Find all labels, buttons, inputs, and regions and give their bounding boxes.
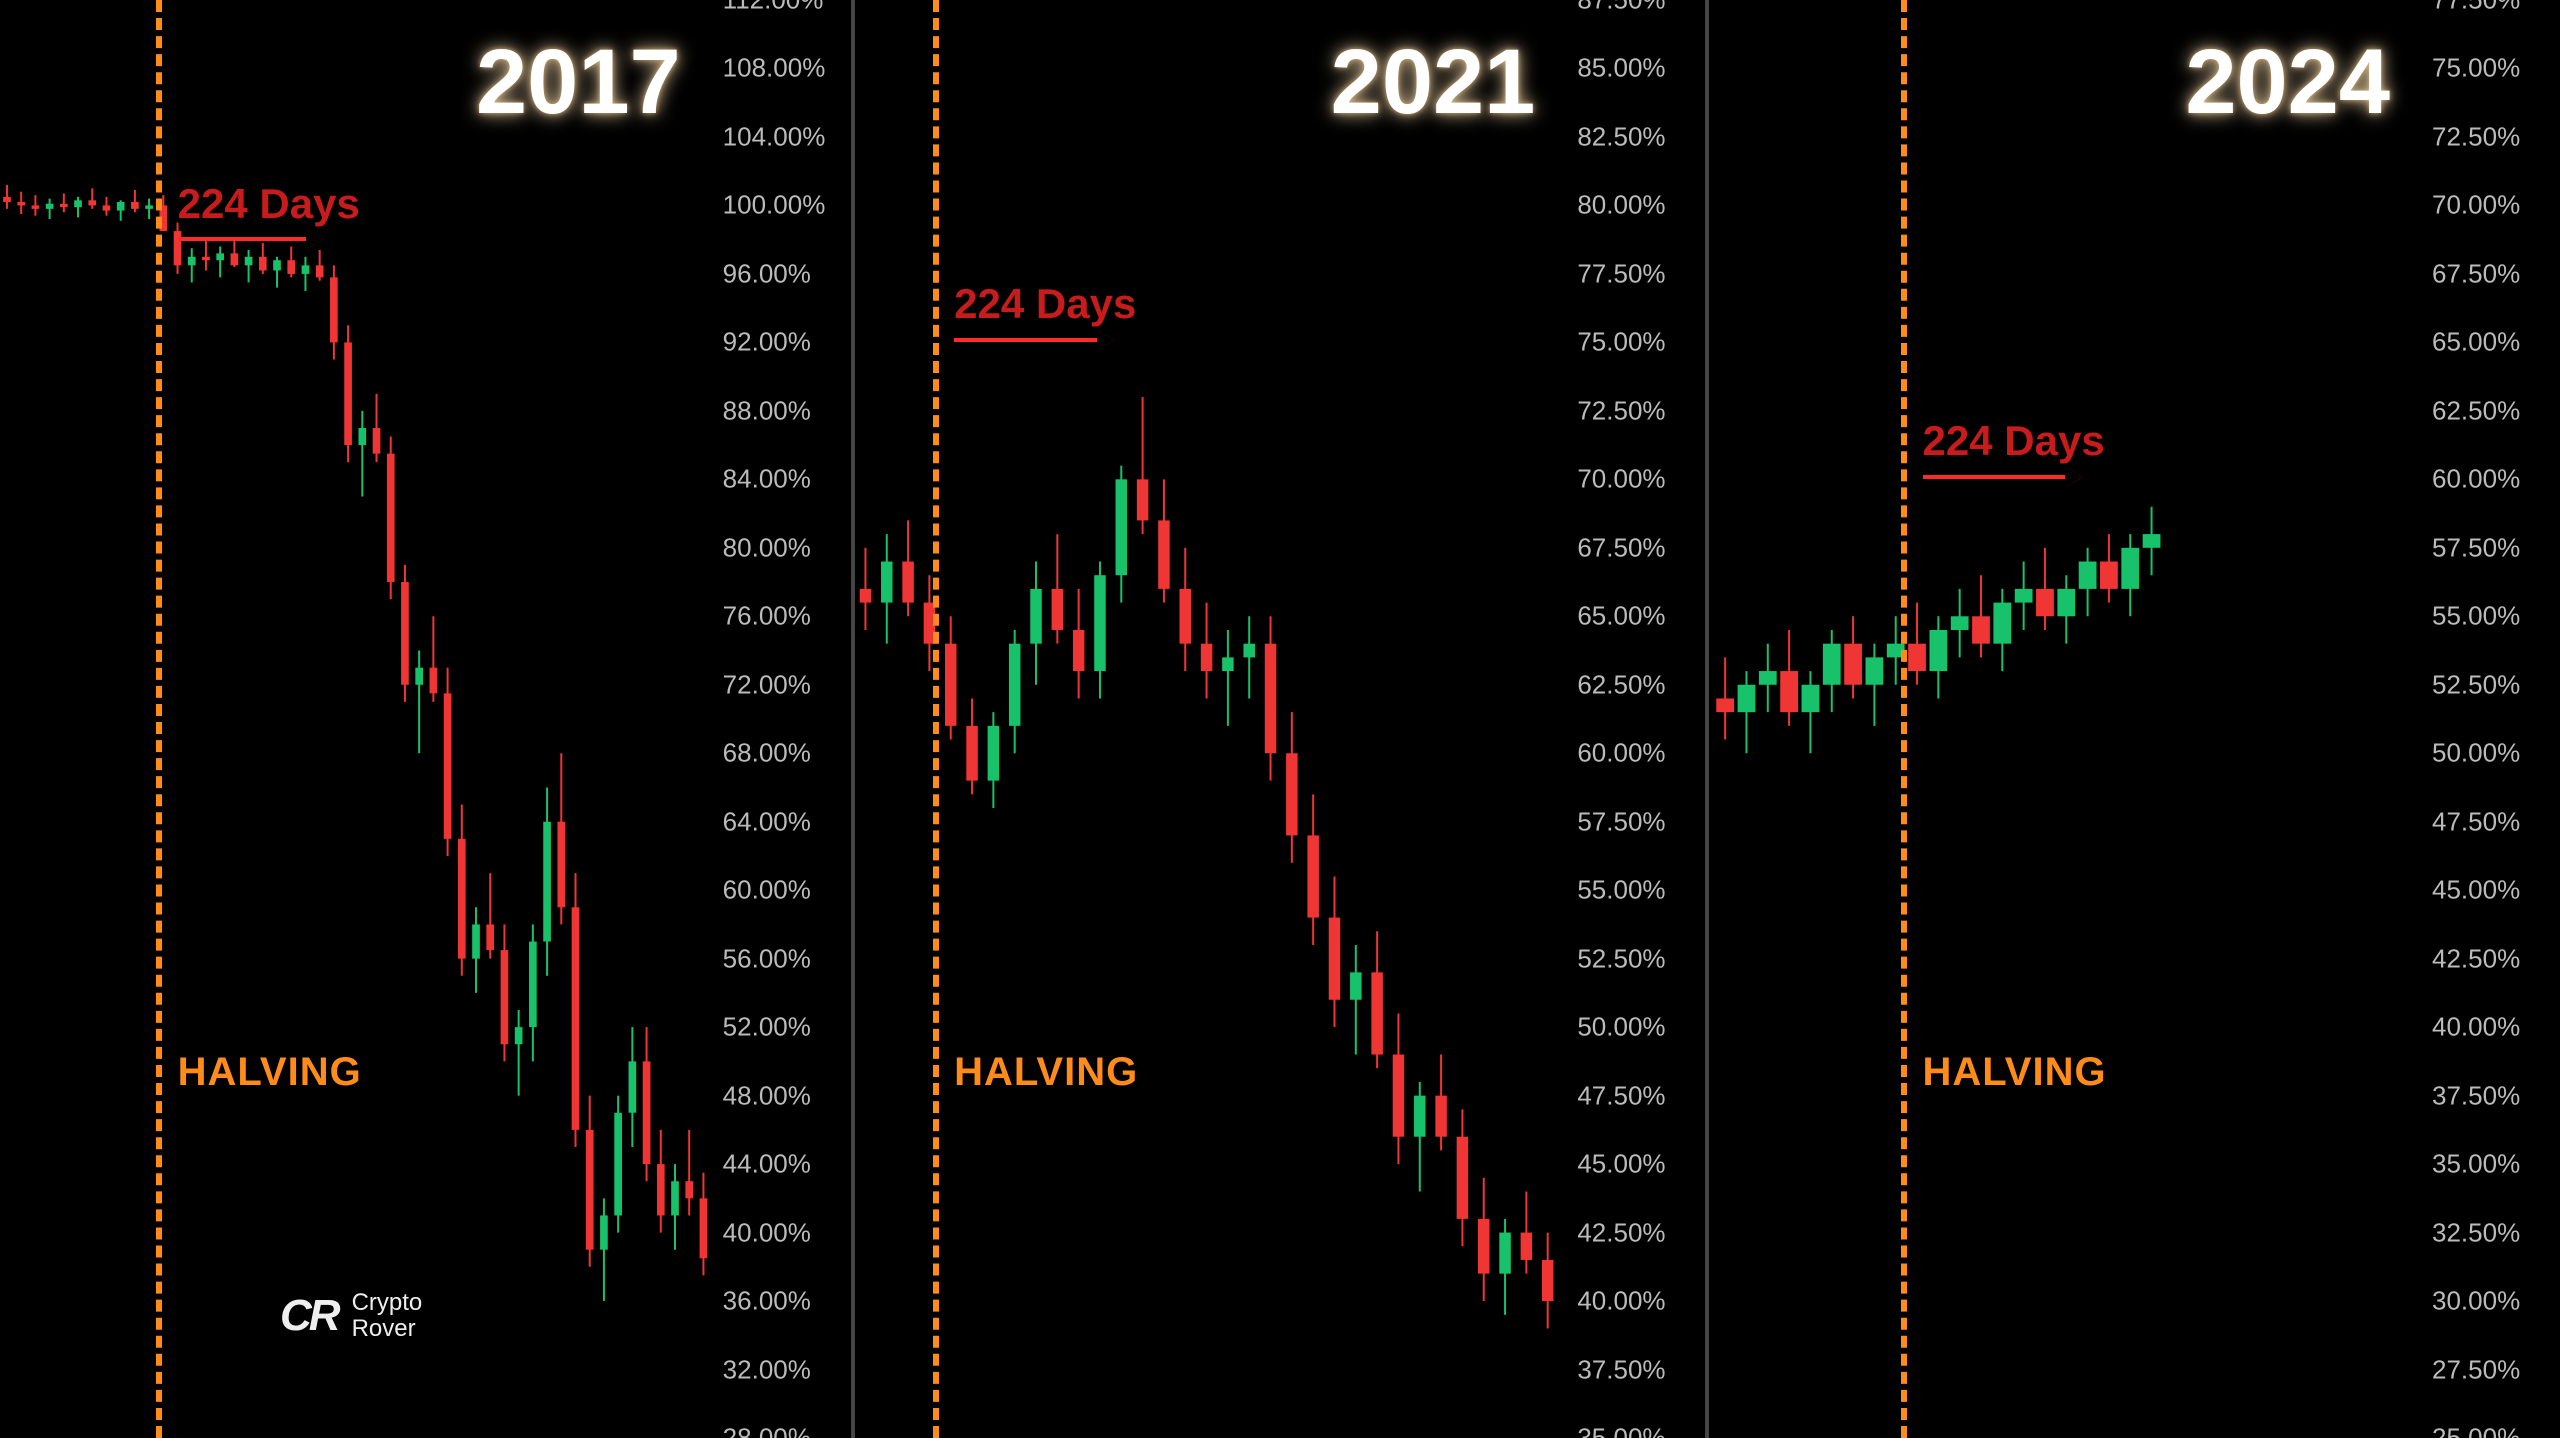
yaxis-label: 25.00% — [2432, 1423, 2520, 1438]
yaxis-label: 27.50% — [2432, 1354, 2520, 1385]
yaxis-label: 72.50% — [1577, 395, 1665, 426]
yaxis-label: 60.00% — [723, 875, 811, 906]
arrow-2021 — [954, 338, 1110, 342]
yaxis-label: 85.00% — [1577, 53, 1665, 84]
halving-line-2021 — [933, 0, 939, 1438]
yaxis-label: 44.00% — [723, 1149, 811, 1180]
yaxis-label: 75.00% — [1577, 327, 1665, 358]
halving-label-2021: HALVING — [954, 1050, 1138, 1095]
yaxis-label: 104.00% — [723, 121, 826, 152]
year-title-2021: 2021 — [1331, 30, 1536, 135]
arrow-2024 — [1923, 475, 2079, 479]
logo-text: Crypto Rover — [352, 1290, 423, 1343]
yaxis-label: 112.00% — [723, 0, 824, 16]
yaxis-label: 50.00% — [2432, 738, 2520, 769]
yaxis-label: 70.00% — [1577, 464, 1665, 495]
yaxis-label: 72.00% — [723, 669, 811, 700]
yaxis-label: 32.50% — [2432, 1217, 2520, 1248]
yaxis-label: 62.50% — [2432, 395, 2520, 426]
yaxis-label: 65.00% — [1577, 601, 1665, 632]
chart-area-2017: 2017 224 Days HALVING — [0, 0, 711, 1438]
yaxis-label: 62.50% — [1577, 669, 1665, 700]
yaxis-2024: 77.50% 75.00% 72.50% 70.00% 67.50% 65.00% 62.5… — [2420, 0, 2560, 1438]
yaxis-label: 40.00% — [2432, 1012, 2520, 1043]
yaxis-label: 37.50% — [2432, 1080, 2520, 1111]
yaxis-label: 35.00% — [1577, 1423, 1665, 1438]
yaxis-label: 56.00% — [723, 943, 811, 974]
candles-svg-2021 — [855, 0, 1566, 1438]
logo: CR Crypto Rover — [280, 1290, 422, 1343]
yaxis-label: 65.00% — [2432, 327, 2520, 358]
yaxis-label: 37.50% — [1577, 1354, 1665, 1385]
yaxis-label: 88.00% — [723, 395, 811, 426]
days-label-2017: 224 Days — [178, 180, 360, 228]
yaxis-2021: 87.50% 85.00% 82.50% 80.00% 77.50% 75.00% 72.5… — [1565, 0, 1705, 1438]
yaxis-2017: 112.00% 108.00% 104.00% 100.00% 96.00% 92.00%… — [711, 0, 851, 1438]
arrow-2017 — [178, 237, 320, 241]
yaxis-label: 52.50% — [2432, 669, 2520, 700]
yaxis-label: 45.00% — [2432, 875, 2520, 906]
yaxis-label: 57.50% — [1577, 806, 1665, 837]
yaxis-label: 60.00% — [2432, 464, 2520, 495]
yaxis-label: 77.50% — [1577, 258, 1665, 289]
halving-label-2024: HALVING — [1923, 1050, 2107, 1095]
yaxis-label: 77.50% — [2432, 0, 2520, 16]
yaxis-label: 52.00% — [723, 1012, 811, 1043]
days-label-2021: 224 Days — [954, 280, 1136, 328]
panel-2021: 2021 224 Days HALVING 87.50% 85.00% 82.50%… — [855, 0, 1710, 1438]
yaxis-label: 45.00% — [1577, 1149, 1665, 1180]
year-title-2017: 2017 — [476, 30, 681, 135]
yaxis-label: 47.50% — [1577, 1080, 1665, 1111]
yaxis-label: 76.00% — [723, 601, 811, 632]
halving-line-2017 — [156, 0, 162, 1438]
yaxis-label: 55.00% — [2432, 601, 2520, 632]
yaxis-label: 47.50% — [2432, 806, 2520, 837]
yaxis-label: 60.00% — [1577, 738, 1665, 769]
yaxis-label: 67.50% — [1577, 532, 1665, 563]
yaxis-label: 80.00% — [723, 532, 811, 563]
yaxis-label: 52.50% — [1577, 943, 1665, 974]
chart-area-2021: 2021 224 Days HALVING — [855, 0, 1566, 1438]
yaxis-label: 64.00% — [723, 806, 811, 837]
yaxis-label: 108.00% — [723, 53, 826, 84]
yaxis-label: 36.00% — [723, 1286, 811, 1317]
yaxis-label: 40.00% — [1577, 1286, 1665, 1317]
yaxis-label: 57.50% — [2432, 532, 2520, 563]
yaxis-label: 67.50% — [2432, 258, 2520, 289]
yaxis-label: 68.00% — [723, 738, 811, 769]
panel-2017: 2017 224 Days HALVING 112.00% 108.00% 104.… — [0, 0, 855, 1438]
yaxis-label: 42.50% — [2432, 943, 2520, 974]
yaxis-label: 96.00% — [723, 258, 811, 289]
yaxis-label: 92.00% — [723, 327, 811, 358]
yaxis-label: 28.00% — [723, 1423, 811, 1438]
panel-2024: 2024 224 Days HALVING 77.50% 75.00% 72.50%… — [1709, 0, 2560, 1438]
days-label-2024: 224 Days — [1923, 417, 2105, 465]
yaxis-label: 55.00% — [1577, 875, 1665, 906]
candles-svg-2024 — [1709, 0, 2420, 1438]
yaxis-label: 82.50% — [1577, 121, 1665, 152]
chart-container: 2017 224 Days HALVING 112.00% 108.00% 104.… — [0, 0, 2560, 1438]
yaxis-label: 70.00% — [2432, 190, 2520, 221]
yaxis-label: 50.00% — [1577, 1012, 1665, 1043]
logo-line1: Crypto — [352, 1289, 423, 1316]
yaxis-label: 87.50% — [1577, 0, 1665, 16]
yaxis-label: 32.00% — [723, 1354, 811, 1385]
year-title-2024: 2024 — [2185, 30, 2390, 135]
yaxis-label: 75.00% — [2432, 53, 2520, 84]
yaxis-label: 80.00% — [1577, 190, 1665, 221]
yaxis-label: 100.00% — [723, 190, 826, 221]
halving-line-2024 — [1901, 0, 1907, 1438]
logo-mark: CR — [280, 1291, 338, 1341]
yaxis-label: 48.00% — [723, 1080, 811, 1111]
yaxis-label: 72.50% — [2432, 121, 2520, 152]
yaxis-label: 40.00% — [723, 1217, 811, 1248]
yaxis-label: 30.00% — [2432, 1286, 2520, 1317]
yaxis-label: 42.50% — [1577, 1217, 1665, 1248]
logo-line2: Rover — [352, 1315, 416, 1342]
yaxis-label: 35.00% — [2432, 1149, 2520, 1180]
yaxis-label: 84.00% — [723, 464, 811, 495]
chart-area-2024: 2024 224 Days HALVING — [1709, 0, 2420, 1438]
halving-label-2017: HALVING — [178, 1050, 362, 1095]
